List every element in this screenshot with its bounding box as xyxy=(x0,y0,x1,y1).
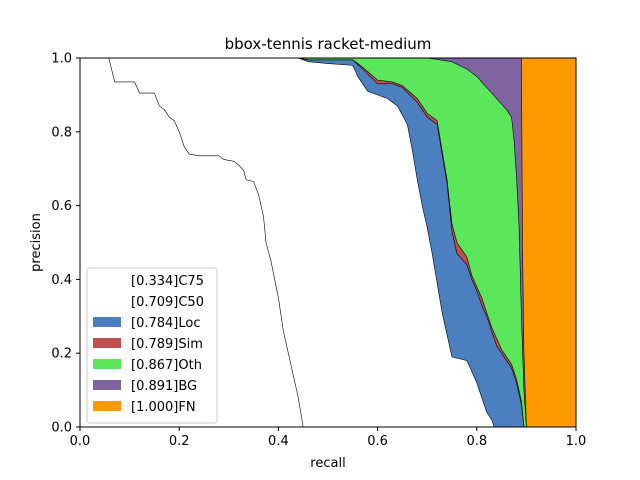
series-line-1 xyxy=(80,57,495,428)
x-tick-label: 0.8 xyxy=(466,434,487,449)
y-tick-label: 1.0 xyxy=(51,52,72,67)
x-tick-label: 0.0 xyxy=(70,434,91,449)
legend-swatch xyxy=(93,359,121,369)
series-line-0 xyxy=(80,57,304,428)
y-tick-label: 0.4 xyxy=(51,273,72,288)
legend-swatch xyxy=(93,296,121,306)
y-axis-title: precision xyxy=(29,213,44,272)
x-tick-label: 0.4 xyxy=(268,434,289,449)
legend-label: [0.867]Oth xyxy=(131,358,202,373)
y-tick-label: 0.2 xyxy=(51,347,72,362)
x-tick-label: 0.6 xyxy=(367,434,388,449)
legend-swatch xyxy=(93,275,121,285)
y-tick-label: 0.8 xyxy=(51,125,72,140)
legend-label: [0.709]C50 xyxy=(131,295,204,310)
legend-label: [0.784]Loc xyxy=(131,316,200,331)
y-tick-label: 0.0 xyxy=(51,421,72,436)
legend-label: [0.891]BG xyxy=(131,379,197,394)
legend-swatch xyxy=(93,380,121,390)
y-tick-label: 0.6 xyxy=(51,199,72,214)
x-tick-label: 1.0 xyxy=(566,434,587,449)
y-axis-ticks: 0.0 0.2 0.4 0.6 0.8 1.0 xyxy=(51,52,80,436)
legend-swatch xyxy=(93,401,121,411)
legend-label: [0.789]Sim xyxy=(131,337,203,352)
x-tick-label: 0.2 xyxy=(169,434,190,449)
series-line-3 xyxy=(80,57,525,428)
legend-swatch xyxy=(93,338,121,348)
x-axis-ticks: 0.0 0.2 0.4 0.6 0.8 1.0 xyxy=(70,427,587,449)
series-line-2 xyxy=(80,57,525,428)
legend-swatch xyxy=(93,317,121,327)
legend-label: [0.334]C75 xyxy=(131,274,204,289)
plot-frame xyxy=(79,57,577,428)
chart-title: bbox-tennis racket-medium xyxy=(225,35,432,53)
legend: [0.334]C75 [0.709]C50 [0.784]Loc [0.789]Sim… xyxy=(86,267,218,424)
legend-label: [1.000]FN xyxy=(131,400,196,415)
x-axis-title: recall xyxy=(310,456,345,471)
